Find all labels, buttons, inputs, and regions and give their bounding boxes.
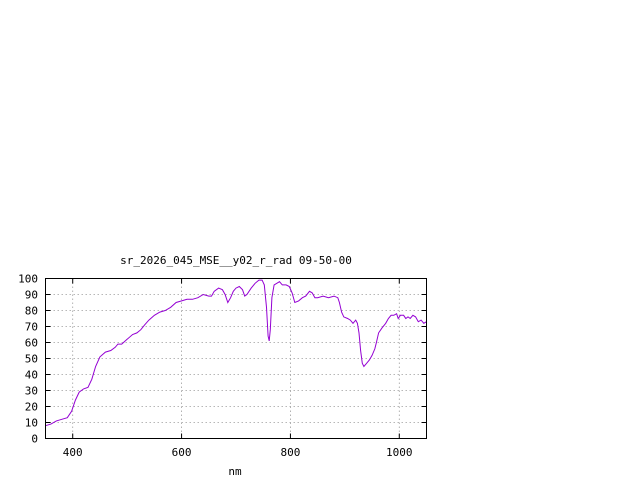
x-tick-label: 400 (63, 446, 83, 459)
y-tick-label: 40 (25, 369, 38, 382)
y-tick-label: 50 (25, 353, 38, 366)
x-tick-label: 1000 (386, 446, 413, 459)
y-tick-label: 70 (25, 321, 38, 334)
y-tick-label: 10 (25, 417, 38, 430)
plot-frame (45, 278, 427, 439)
y-tick-label: 80 (25, 305, 38, 318)
spectrum-series-line (45, 279, 427, 427)
y-tick-label: 60 (25, 337, 38, 350)
series-layer (45, 279, 427, 427)
y-tick-label: 30 (25, 385, 38, 398)
y-tick-label: 0 (31, 433, 38, 446)
y-tick-label: 90 (25, 289, 38, 302)
x-tick-label: 600 (172, 446, 192, 459)
y-tick-label: 20 (25, 401, 38, 414)
axis-ticks: 0 10 20 30 40 50 60 70 80 90 100 400 600 800 1000 (18, 273, 427, 459)
chart-title: sr_2026_045_MSE__y02_r_rad 09-50-00 (120, 254, 352, 267)
grid-lines (45, 278, 427, 439)
x-axis-label: nm (228, 465, 242, 478)
x-tick-label: 800 (280, 446, 300, 459)
y-tick-label: 100 (18, 273, 38, 286)
